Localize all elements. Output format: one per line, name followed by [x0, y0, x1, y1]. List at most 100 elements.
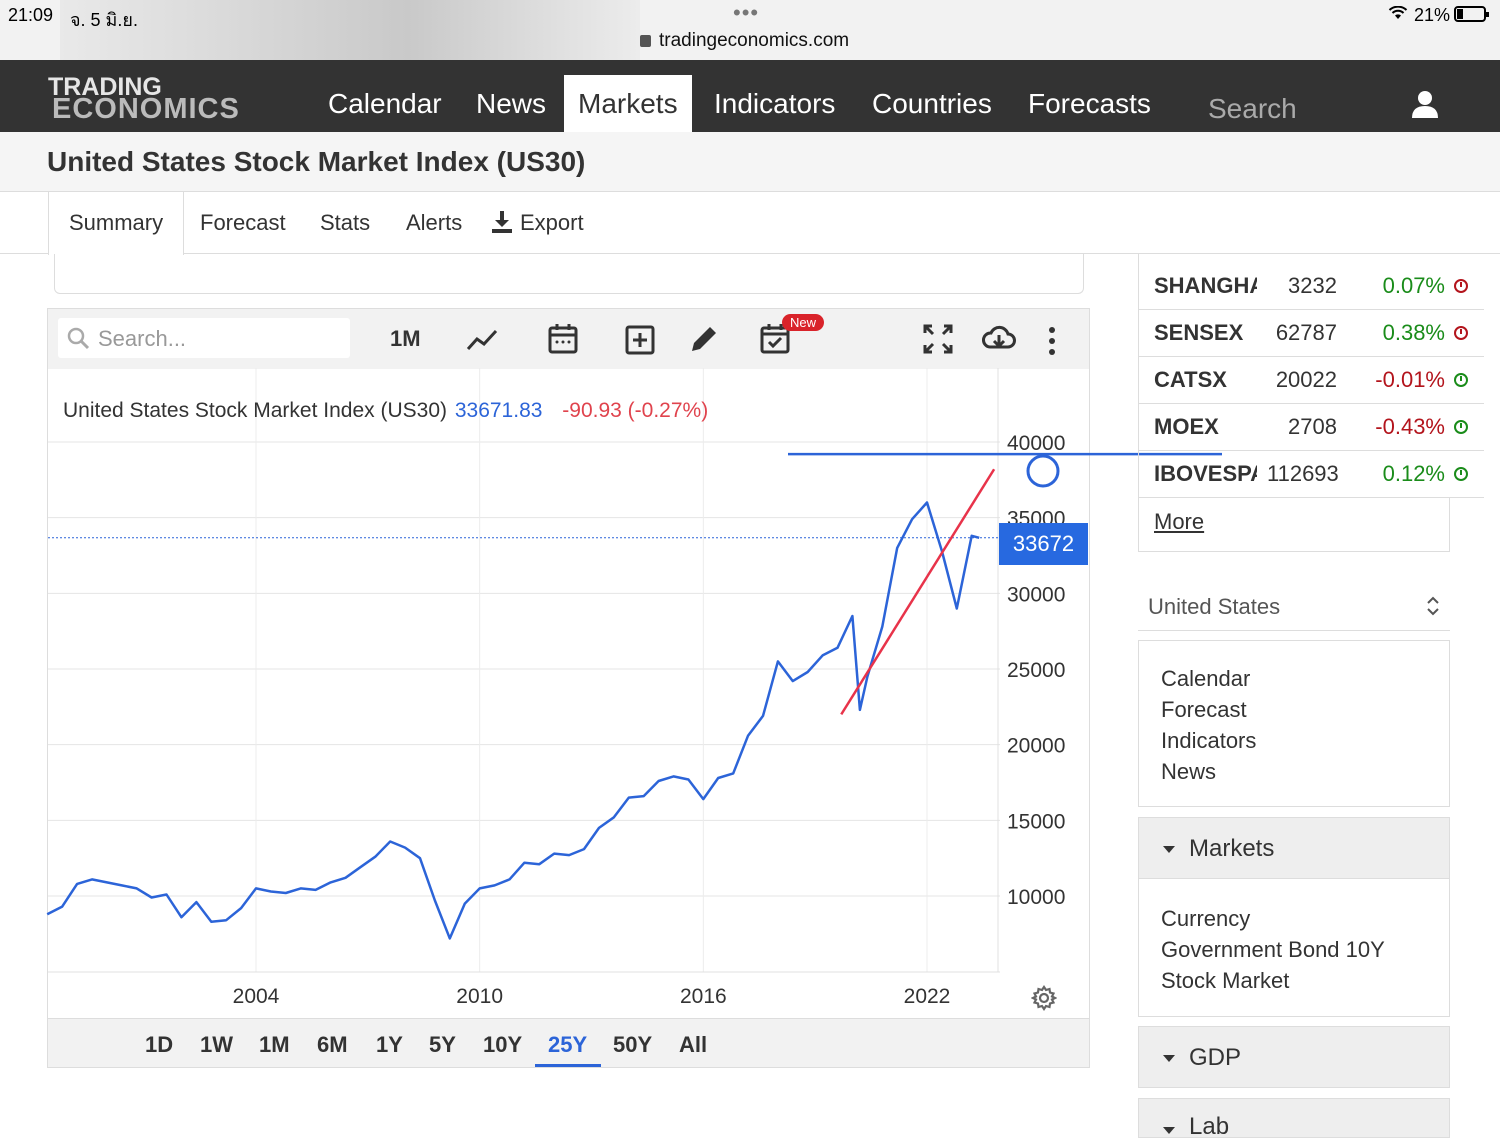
range-1d[interactable]: 1D — [145, 1032, 174, 1057]
x-tick-label: 2010 — [456, 985, 503, 1008]
range-5y[interactable]: 5Y — [429, 1032, 456, 1057]
market-row[interactable]: CATSX 20022 -0.01% — [1139, 357, 1484, 404]
tab-forecast[interactable]: Forecast — [200, 210, 286, 235]
chart-legend: United States Stock Market Index (US30) … — [63, 399, 708, 423]
y-tick-label: 15000 — [1007, 810, 1065, 833]
labour-section-header[interactable]: Lab — [1138, 1098, 1450, 1138]
market-row[interactable]: MOEX 2708 -0.43% — [1139, 404, 1484, 451]
fullscreen-icon[interactable] — [922, 322, 954, 356]
nav-news[interactable]: News — [476, 88, 547, 119]
tab-bar — [0, 192, 1500, 254]
settings-gear-icon[interactable] — [1031, 985, 1057, 1011]
range-all[interactable]: All — [679, 1032, 708, 1057]
browser-status-bar — [0, 0, 1500, 60]
cloud-download-icon[interactable] — [982, 322, 1016, 356]
market-row[interactable]: SHANGHAI 3232 0.07% — [1139, 263, 1484, 310]
range-25y[interactable]: 25Y — [548, 1032, 588, 1057]
calendar-icon[interactable] — [547, 322, 579, 356]
more-options-icon[interactable] — [1042, 324, 1062, 358]
range-1y[interactable]: 1Y — [376, 1032, 403, 1057]
x-tick-label: 2016 — [680, 985, 727, 1008]
page-title: United States Stock Market Index (US30) — [47, 146, 586, 177]
market-value: 3232 — [1288, 273, 1337, 298]
last-price-tag: 33672 — [999, 523, 1088, 565]
range-1m[interactable]: 1M — [259, 1032, 290, 1057]
status-date: จ. 5 มิ.ย. — [70, 10, 138, 30]
market-name: SHANGHAI — [1154, 273, 1257, 298]
market-value: 2708 — [1288, 414, 1337, 439]
chart-search-input[interactable]: Search... — [58, 318, 350, 358]
more-markets-link[interactable]: More — [1154, 509, 1205, 534]
add-series-icon[interactable] — [624, 323, 656, 357]
logo-line1: TRADING — [48, 73, 162, 101]
labour-section-title: Lab — [1189, 1113, 1230, 1138]
sidebar-link-stock-market[interactable]: Stock Market — [1161, 968, 1290, 993]
market-value: 20022 — [1275, 367, 1337, 392]
country-select[interactable]: United States — [1138, 583, 1450, 631]
events-calendar-icon[interactable] — [759, 322, 791, 356]
market-value: 62787 — [1275, 320, 1337, 345]
download-icon — [492, 211, 512, 233]
y-tick-label: 40000 — [1007, 432, 1065, 455]
nav-forecasts[interactable]: Forecasts — [1028, 88, 1151, 119]
market-name: MOEX — [1154, 414, 1219, 439]
interval-button[interactable]: 1M — [390, 326, 421, 351]
country-select-value: United States — [1148, 594, 1281, 619]
wifi-icon — [1388, 6, 1408, 19]
nav-calendar[interactable]: Calendar — [328, 88, 442, 119]
logo-line2: ECONOMICS — [52, 93, 240, 125]
clock-icon — [1454, 467, 1468, 481]
nav-markets[interactable]: Markets — [564, 75, 692, 132]
sidebar-link-currency[interactable]: Currency — [1161, 906, 1251, 931]
markets-border — [1138, 254, 1139, 552]
sidebar-link-calendar[interactable]: Calendar — [1161, 666, 1251, 691]
site-logo[interactable]: TRADING ECONOMICS — [48, 73, 240, 125]
range-10y[interactable]: 10Y — [483, 1032, 523, 1057]
y-tick-label: 30000 — [1007, 583, 1065, 606]
sidebar-link-forecast[interactable]: Forecast — [1161, 697, 1247, 722]
main-navbar — [0, 60, 1500, 132]
caret-down-icon — [1163, 1127, 1175, 1134]
x-tick-label: 2004 — [233, 985, 280, 1008]
markets-section-title: Markets — [1189, 835, 1275, 862]
new-badge: New — [782, 314, 824, 331]
caret-down-icon — [1163, 846, 1175, 853]
sidebar-link-indicators[interactable]: Indicators — [1161, 728, 1257, 753]
lock-icon — [640, 35, 651, 47]
pencil-icon[interactable] — [688, 322, 720, 356]
url-text: tradingeconomics.com — [659, 30, 850, 51]
range-6m[interactable]: 6M — [317, 1032, 348, 1057]
trendline-handle — [1026, 454, 1060, 488]
market-value: 112693 — [1267, 461, 1339, 486]
chart-panel — [47, 308, 1090, 1068]
tab-summary[interactable]: Summary — [48, 192, 185, 255]
markets-section-header[interactable]: Markets — [1138, 817, 1450, 879]
market-row[interactable]: SENSEX 62787 0.38% — [1139, 310, 1484, 357]
line-chart-icon[interactable] — [466, 324, 498, 358]
country-links-box — [1138, 640, 1450, 807]
tab-stats[interactable]: Stats — [320, 210, 371, 235]
markets-border — [1138, 551, 1450, 552]
title-bar — [0, 132, 1500, 192]
address-bar[interactable]: tradingeconomics.com — [640, 30, 849, 52]
range-50y[interactable]: 50Y — [613, 1032, 653, 1057]
market-change: -0.43% — [1375, 414, 1445, 439]
tab-alerts[interactable]: Alerts — [406, 210, 463, 235]
x-tick-label: 2022 — [904, 985, 951, 1008]
tab-export-label: Export — [520, 210, 584, 235]
sidebar-link-bond[interactable]: Government Bond 10Y — [1161, 937, 1385, 962]
range-1w[interactable]: 1W — [200, 1032, 233, 1057]
nav-indicators[interactable]: Indicators — [714, 88, 836, 119]
tab-export[interactable]: Export — [472, 192, 604, 254]
battery-percent: 21% — [1414, 5, 1451, 25]
user-icon[interactable] — [1410, 90, 1440, 118]
sidebar-link-news[interactable]: News — [1161, 759, 1217, 784]
collapsed-panel — [54, 254, 1084, 294]
more-dots-icon[interactable]: ••• — [733, 0, 760, 25]
market-name: CATSX — [1154, 367, 1227, 392]
market-row[interactable]: IBOVESPA 112693 0.12% — [1139, 451, 1484, 498]
nav-countries[interactable]: Countries — [872, 88, 992, 119]
series-line — [46, 501, 980, 940]
gdp-section-header[interactable]: GDP — [1138, 1026, 1450, 1088]
